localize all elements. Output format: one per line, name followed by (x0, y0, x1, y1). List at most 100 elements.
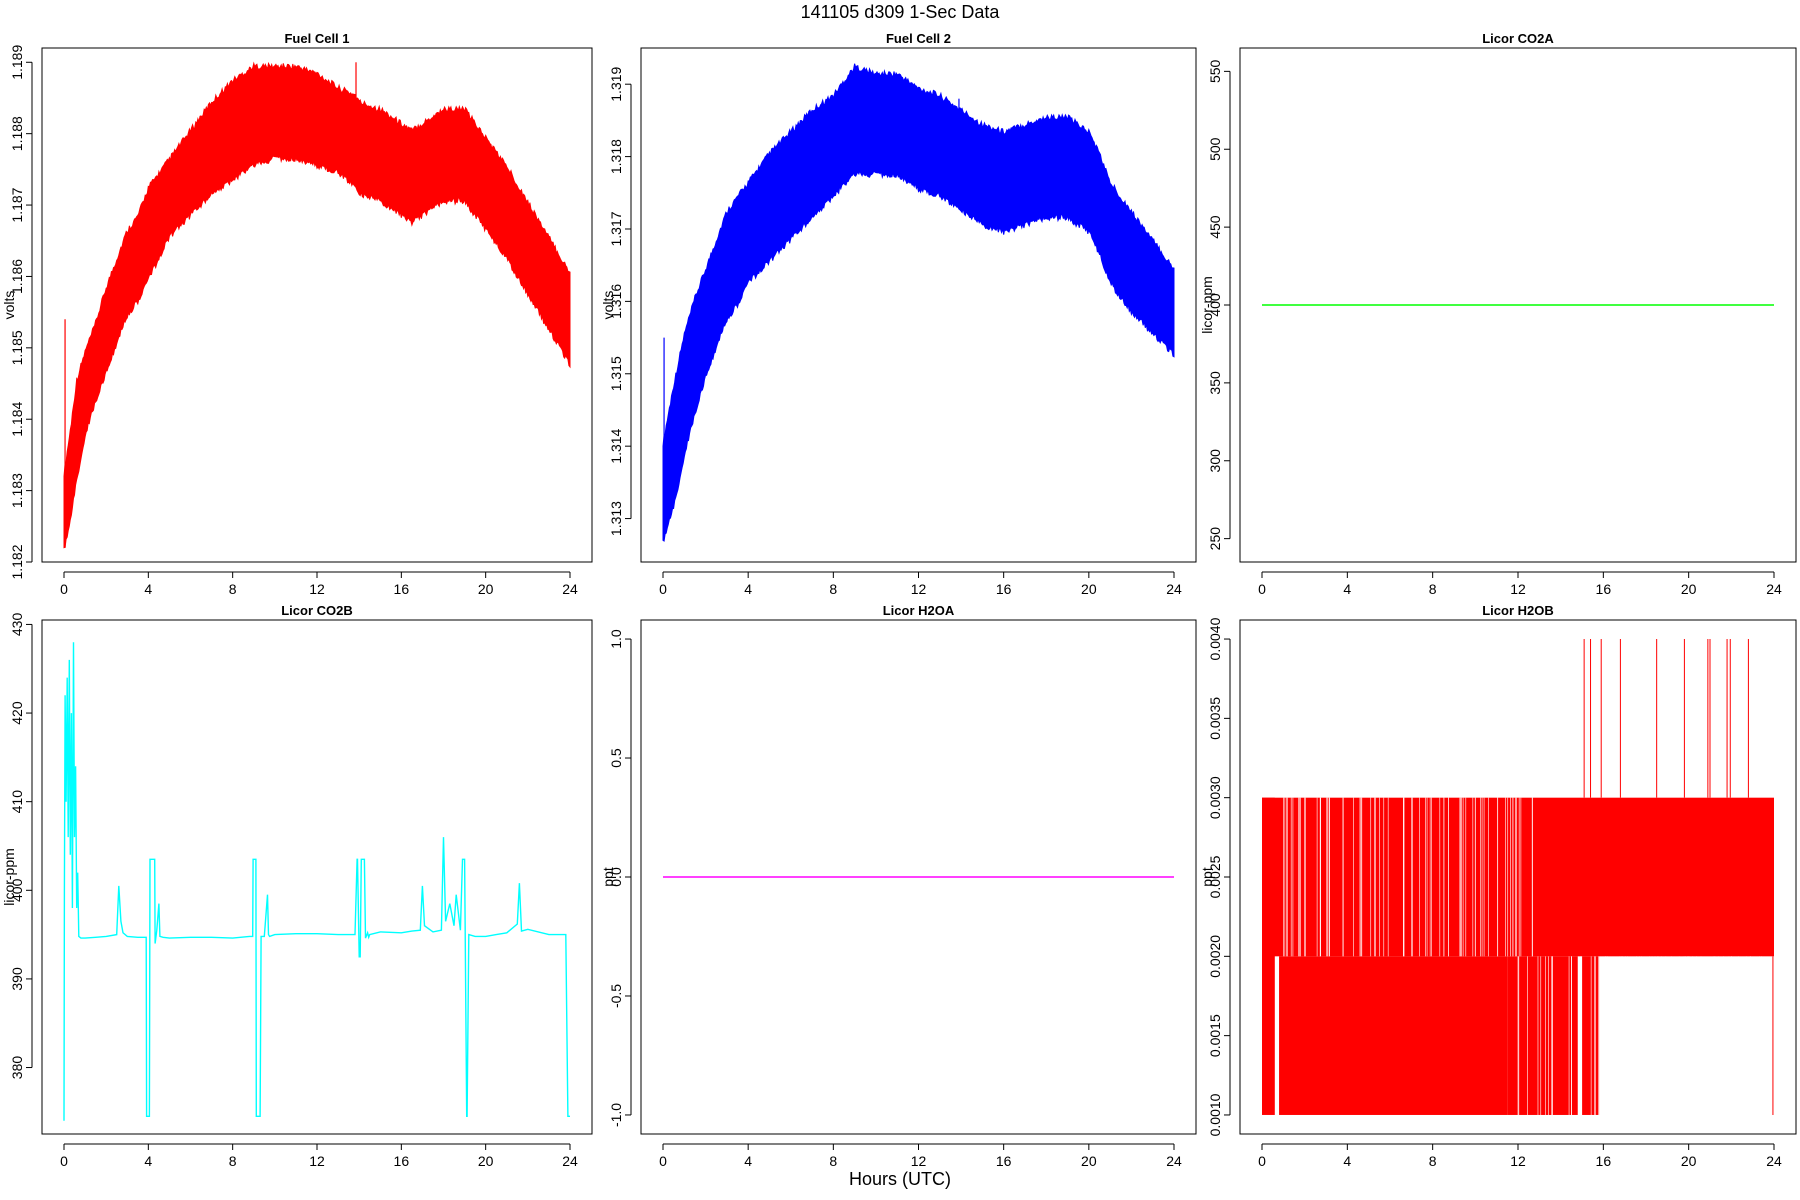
plot-frame (1239, 47, 1797, 563)
y-tick-label: 0.0015 (1207, 1014, 1223, 1057)
plot-frame (41, 47, 593, 563)
y-axis-label: ppt (600, 867, 616, 887)
x-tick-label: 24 (1766, 1153, 1782, 1169)
plot-frame (640, 47, 1197, 563)
x-tick-label: 8 (1429, 1153, 1437, 1169)
y-tick-label: 0.5 (608, 748, 624, 768)
x-tick-label: 0 (60, 1153, 68, 1169)
chart-title: Fuel Cell 1 (284, 31, 349, 46)
y-tick-label: 1.316 (608, 284, 624, 319)
x-tick-label: 8 (229, 581, 237, 597)
x-tick-label: 20 (1081, 581, 1097, 597)
y-axis-label: volts (1, 291, 17, 320)
y-axis-label: volts (600, 291, 616, 320)
y-tick-label: 430 (9, 613, 25, 637)
y-tick-label: 0.0 (608, 867, 624, 887)
x-tick-label: 20 (478, 1153, 494, 1169)
x-tick-label: 0 (1258, 1153, 1266, 1169)
y-tick-label: 1.184 (9, 401, 25, 436)
x-tick-label: 20 (1681, 1153, 1697, 1169)
x-tick-label: 4 (1343, 581, 1351, 597)
y-tick-label: 1.317 (608, 211, 624, 246)
y-tick-label: 1.188 (9, 116, 25, 151)
y-tick-label: 390 (9, 967, 25, 991)
series-line (63, 642, 570, 1121)
x-tick-label: 16 (996, 1153, 1012, 1169)
x-tick-label: 12 (1510, 581, 1526, 597)
data-layer (63, 642, 570, 1121)
x-axis-title: Hours (UTC) (849, 1169, 951, 1189)
y-tick-label: 1.182 (9, 544, 25, 579)
chart-title: Licor H2OA (883, 603, 955, 618)
chart-title: Fuel Cell 2 (886, 31, 951, 46)
y-tick-label: 1.186 (9, 259, 25, 294)
chart-panel-4: Licor CO2B 0 4 8 12 16 20 24 380 390 400 410 420 430 l… (1, 603, 593, 1169)
x-tick-label: 12 (1510, 1153, 1526, 1169)
y-tick-label: 0.0030 (1207, 776, 1223, 819)
x-tick-label: 12 (911, 581, 927, 597)
chart-panel-1: Fuel Cell 1 0 4 8 12 16 20 24 1.182 1.183 1.184 1.1… (1, 31, 593, 597)
chart-panel-2: Fuel Cell 2 0 4 8 12 16 20 24 1.313 1.314 1.315 1.3… (600, 31, 1197, 597)
x-tick-label: 8 (229, 1153, 237, 1169)
y-tick-label: 250 (1207, 527, 1223, 551)
x-tick-label: 12 (911, 1153, 927, 1169)
chart-panel-6: Licor H2OB 0 4 8 12 16 20 24 0.0010 0.0015 0.0020 0… (1199, 603, 1797, 1169)
x-tick-label: 16 (1596, 1153, 1612, 1169)
page-title: 141105 d309 1-Sec Data (800, 2, 1000, 22)
y-tick-label: 0.0035 (1207, 697, 1223, 740)
y-tick-label: 0.0040 (1207, 617, 1223, 660)
y-tick-label: 1.319 (608, 66, 624, 101)
chart-title: Licor CO2A (1482, 31, 1554, 46)
y-tick-label: 1.0 (608, 629, 624, 649)
x-tick-label: 8 (1429, 581, 1437, 597)
y-tick-label: 1.189 (9, 45, 25, 80)
y-axis-label: licor-ppm (1199, 276, 1215, 334)
x-tick-label: 0 (1258, 581, 1266, 597)
plot-frame (640, 619, 1197, 1135)
data-layer (662, 63, 1175, 542)
x-tick-label: 16 (1596, 581, 1612, 597)
x-tick-label: 4 (144, 581, 152, 597)
x-tick-label: 24 (1166, 1153, 1182, 1169)
y-tick-label: 0.0025 (1207, 855, 1223, 898)
chart-panel-3: Licor CO2A 0 4 8 12 16 20 24 250 300 350 400 450 500 5… (1199, 31, 1797, 597)
series-block (1262, 797, 1275, 1115)
x-tick-label: 24 (1166, 581, 1182, 597)
x-tick-label: 0 (60, 581, 68, 597)
y-tick-label: 0.0010 (1207, 1093, 1223, 1136)
y-tick-label: -0.5 (608, 984, 624, 1008)
x-tick-label: 16 (394, 1153, 410, 1169)
x-tick-label: 8 (829, 1153, 837, 1169)
series-block (1262, 797, 1774, 957)
y-axis-label: licor-ppm (1, 848, 17, 906)
y-tick-label: 500 (1207, 137, 1223, 161)
x-tick-label: 4 (1343, 1153, 1351, 1169)
x-tick-label: 16 (996, 581, 1012, 597)
series-band (63, 61, 571, 549)
series-block (1279, 956, 1508, 1115)
y-tick-label: -1.0 (608, 1103, 624, 1127)
y-tick-label: 350 (1207, 371, 1223, 395)
x-tick-label: 24 (562, 1153, 578, 1169)
chart-title: Licor CO2B (281, 603, 353, 618)
y-tick-label: 1.315 (608, 356, 624, 391)
x-tick-label: 4 (744, 581, 752, 597)
data-layer (63, 61, 571, 549)
x-tick-label: 0 (659, 1153, 667, 1169)
series-band (662, 63, 1175, 542)
y-tick-label: 1.187 (9, 187, 25, 222)
x-tick-label: 12 (309, 581, 325, 597)
x-tick-label: 8 (829, 581, 837, 597)
y-tick-label: 400 (9, 878, 25, 902)
x-tick-label: 24 (562, 581, 578, 597)
y-tick-label: 410 (9, 790, 25, 814)
y-tick-label: 1.314 (608, 428, 624, 463)
y-tick-label: 420 (9, 701, 25, 725)
data-layer (1262, 639, 1774, 1115)
x-tick-label: 24 (1766, 581, 1782, 597)
y-tick-label: 300 (1207, 449, 1223, 473)
x-tick-label: 20 (478, 581, 494, 597)
x-tick-label: 20 (1681, 581, 1697, 597)
